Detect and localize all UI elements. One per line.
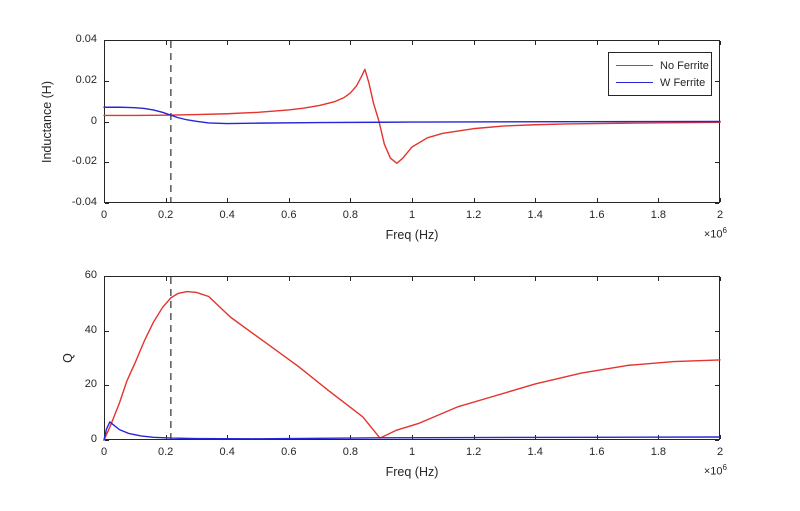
x-tick-label: 0 [100, 446, 108, 458]
y-tick-label: 40 [84, 323, 97, 336]
x-tick-label: 0.8 [342, 446, 359, 458]
y-tick-label: 0.04 [75, 33, 97, 45]
legend-item-no-ferrite: No Ferrite [616, 57, 709, 74]
series-line-w-ferrite [103, 421, 721, 441]
exponent-power: 6 [722, 463, 727, 472]
q-plot: Q Freq (Hz) ×106 0 0.2 0.4 0.6 0.8 1 1.2 1.4 1.6… [61, 269, 727, 479]
y-axis-label: Q [61, 353, 75, 363]
x-tick-label: 1 [408, 209, 416, 221]
x-tick-label: 0.4 [219, 209, 235, 221]
x-tick-label: 1.8 [650, 209, 667, 221]
y-tick-label: 0.02 [75, 73, 97, 86]
exponent-base: ×10 [703, 465, 723, 478]
x-tick-label: 0.2 [157, 209, 174, 221]
legend-line-sample-red [616, 65, 653, 66]
x-tick-label: 0.2 [157, 446, 174, 458]
x-tick-label: 1.6 [589, 209, 605, 221]
exponent-power: 6 [722, 226, 727, 235]
series-line-w-ferrite [103, 106, 721, 125]
x-tick-label: 1.6 [589, 446, 605, 458]
x-tick-label: 0.4 [219, 446, 235, 458]
axes-area [103, 276, 721, 441]
x-tick-label: 1.2 [465, 209, 482, 221]
inductance-plot: Inductance (H) Freq (Hz) ×106 No Ferrite… [40, 33, 727, 242]
x-tick-label: 0.8 [342, 209, 359, 221]
legend: No Ferrite W Ferrite [608, 52, 712, 96]
x-tick-label: 0 [100, 209, 108, 221]
legend-label: W Ferrite [660, 76, 706, 89]
x-tick-label: 1 [408, 446, 416, 458]
x-axis-exponent: ×106 [704, 226, 727, 241]
x-tick-label: 2 [716, 446, 724, 458]
legend-label: No Ferrite [660, 59, 709, 72]
x-axis-label: Freq (Hz) [385, 465, 439, 479]
y-tick-label: 0 [90, 114, 97, 127]
legend-line-sample-blue [616, 82, 653, 83]
y-tick-label: -0.04 [71, 196, 97, 208]
x-tick-label: 2 [716, 209, 724, 221]
series-line-no-ferrite [103, 290, 721, 441]
y-tick-label: 0 [90, 433, 97, 445]
x-axis-label: Freq (Hz) [385, 228, 439, 242]
axes-area [103, 40, 721, 204]
y-tick-label: -0.02 [71, 155, 97, 168]
exponent-base: ×10 [703, 228, 723, 241]
y-tick-label: 60 [84, 269, 97, 281]
series-line-no-ferrite [103, 68, 721, 164]
x-tick-label: 1.8 [650, 446, 667, 458]
y-tick-label: 20 [84, 378, 97, 391]
legend-item-w-ferrite: W Ferrite [616, 74, 705, 91]
x-axis-exponent: ×106 [704, 463, 727, 478]
x-tick-label: 1.4 [527, 209, 543, 221]
x-tick-label: 0.6 [281, 446, 297, 458]
x-tick-label: 1.2 [465, 446, 482, 458]
axes-box [104, 276, 720, 440]
x-tick-label: 0.6 [281, 209, 297, 221]
x-tick-label: 1.4 [527, 446, 543, 458]
